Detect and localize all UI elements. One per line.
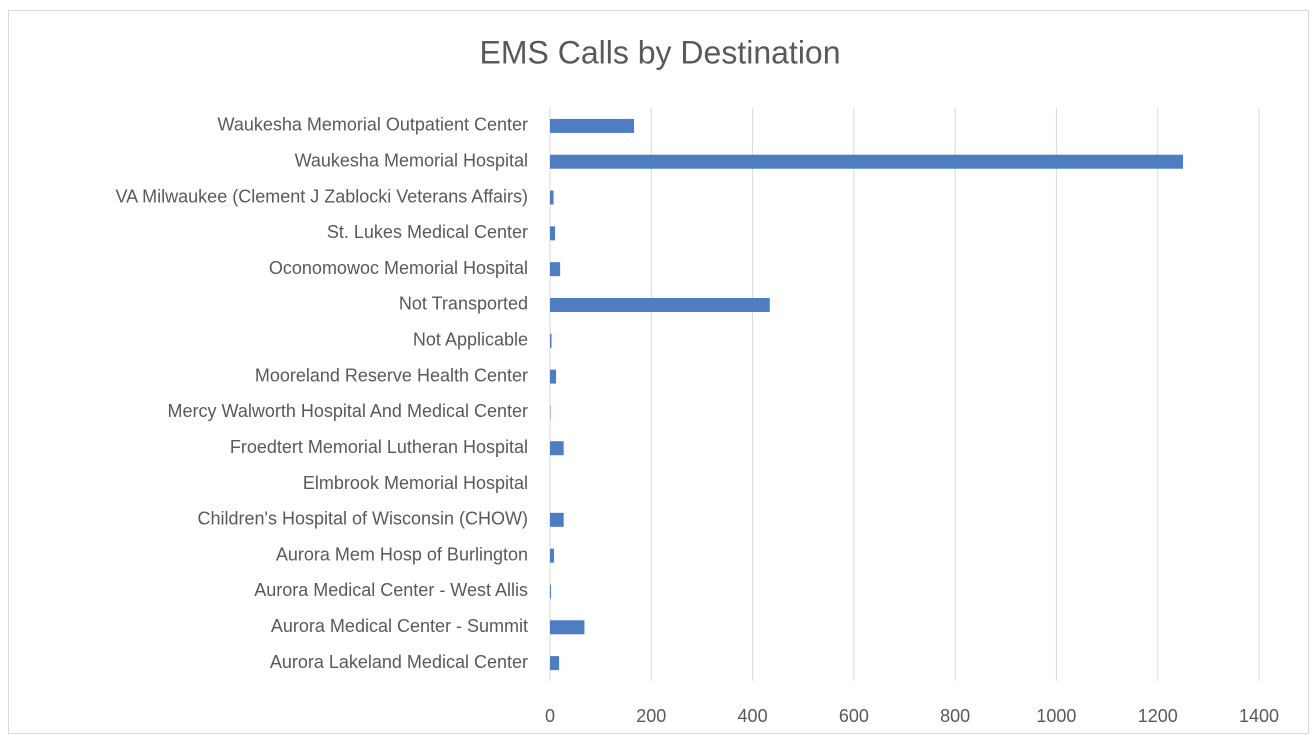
y-tick-label: Waukesha Memorial Hospital bbox=[295, 150, 528, 170]
y-tick-label: Aurora Mem Hosp of Burlington bbox=[276, 544, 528, 564]
y-tick-label: Waukesha Memorial Outpatient Center bbox=[218, 115, 528, 135]
bar bbox=[550, 512, 564, 527]
y-tick-label: Oconomowoc Memorial Hospital bbox=[269, 258, 528, 278]
y-tick-label: Aurora Medical Center - Summit bbox=[271, 616, 528, 636]
y-tick-label: Children's Hospital of Wisconsin (CHOW) bbox=[197, 509, 528, 529]
chart-title: EMS Calls by Destination bbox=[479, 34, 840, 70]
x-tick-label: 600 bbox=[839, 706, 869, 726]
bar bbox=[550, 118, 635, 133]
y-tick-label: Not Applicable bbox=[413, 330, 528, 350]
bar bbox=[550, 584, 552, 599]
chart-border bbox=[8, 10, 1309, 734]
bar bbox=[550, 405, 551, 420]
y-tick-label: Elmbrook Memorial Hospital bbox=[303, 473, 528, 493]
x-tick-label: 1000 bbox=[1036, 706, 1076, 726]
y-tick-label: Froedtert Memorial Lutheran Hospital bbox=[230, 437, 528, 457]
bar bbox=[550, 190, 554, 205]
bar bbox=[550, 226, 556, 241]
bar bbox=[550, 154, 1184, 169]
x-tick-label: 400 bbox=[738, 706, 768, 726]
bar bbox=[550, 656, 560, 671]
x-tick-label: 200 bbox=[636, 706, 666, 726]
bar bbox=[550, 333, 552, 348]
y-tick-label: Aurora Medical Center - West Allis bbox=[254, 580, 528, 600]
bar bbox=[550, 441, 564, 456]
y-tick-label: St. Lukes Medical Center bbox=[327, 222, 528, 242]
y-tick-label: VA Milwaukee (Clement J Zablocki Veteran… bbox=[115, 186, 528, 206]
x-tick-label: 0 bbox=[545, 706, 555, 726]
x-tick-label: 1200 bbox=[1138, 706, 1178, 726]
y-tick-label: Not Transported bbox=[399, 294, 528, 314]
y-tick-label: Mooreland Reserve Health Center bbox=[255, 365, 528, 385]
x-tick-label: 800 bbox=[940, 706, 970, 726]
bar bbox=[550, 297, 770, 312]
bar bbox=[550, 262, 561, 277]
y-tick-label: Mercy Walworth Hospital And Medical Cent… bbox=[168, 401, 528, 421]
bar bbox=[550, 369, 557, 384]
y-tick-label: Aurora Lakeland Medical Center bbox=[270, 652, 528, 672]
bar bbox=[550, 548, 555, 563]
bar bbox=[550, 620, 585, 635]
x-tick-label: 1400 bbox=[1239, 706, 1279, 726]
